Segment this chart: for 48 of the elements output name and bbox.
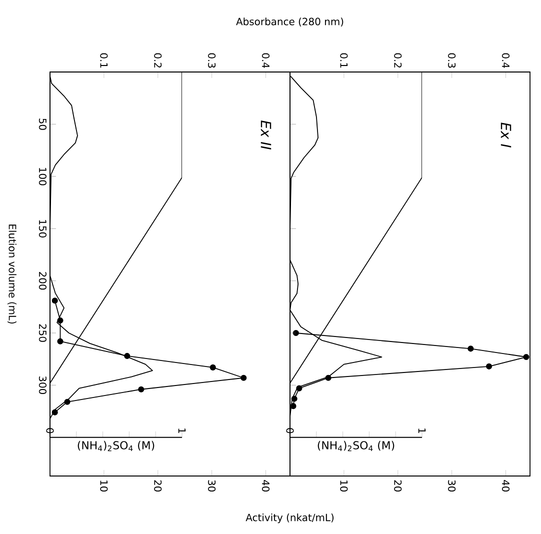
point bbox=[240, 374, 247, 381]
x-tick-label: 30 bbox=[208, 480, 216, 492]
point bbox=[291, 396, 298, 402]
x2-tick-label: 0.3 bbox=[208, 53, 216, 68]
y-tick-label: 200 bbox=[38, 272, 46, 290]
point bbox=[290, 403, 296, 410]
x-tick-label: 10 bbox=[100, 480, 108, 492]
y-tick-label: 50 bbox=[38, 118, 46, 130]
x-axis-title: (NH$_{4}$)$_{2}$SO$_{4}$ (M) bbox=[78, 440, 154, 452]
x2-tick-label: 0.2 bbox=[394, 53, 402, 68]
point bbox=[52, 298, 58, 304]
point bbox=[57, 317, 64, 324]
x-tick-label: 20 bbox=[154, 480, 162, 492]
x-tick-label: 30 bbox=[448, 480, 456, 492]
point bbox=[523, 354, 530, 360]
point bbox=[292, 330, 299, 336]
x-tick-label: 20 bbox=[394, 480, 402, 492]
x-tick-label: 40 bbox=[262, 480, 270, 492]
x-tick-label: 10 bbox=[340, 480, 348, 492]
x2-tick-label: 0.4 bbox=[262, 53, 270, 68]
x-tick-label: 1 bbox=[418, 428, 426, 433]
point bbox=[296, 385, 302, 392]
y-tick-label: 300 bbox=[38, 376, 46, 394]
x2-tick-label: 0.3 bbox=[448, 53, 456, 68]
x-axis-title: (NH$_{4}$)$_{2}$SO$_{4}$ (M) bbox=[318, 440, 394, 452]
y-tick-label: 100 bbox=[38, 168, 46, 186]
point bbox=[57, 338, 64, 344]
point bbox=[210, 364, 216, 370]
point bbox=[52, 409, 58, 416]
x2-axis-title: Absorbance (280 nm) bbox=[236, 18, 344, 26]
text: Ex II bbox=[260, 120, 272, 150]
point bbox=[124, 352, 130, 359]
y-tick-label: 250 bbox=[38, 324, 46, 342]
x-axis-title: Activity (nkat/mL) bbox=[246, 514, 334, 524]
point bbox=[486, 363, 492, 370]
x-tick-label: 40 bbox=[502, 480, 510, 492]
point bbox=[138, 386, 144, 392]
point bbox=[64, 398, 70, 405]
y-tick-label: 150 bbox=[38, 220, 46, 238]
x2-tick-label: 0.1 bbox=[100, 53, 108, 68]
x2-tick-label: 0.4 bbox=[502, 53, 510, 68]
x2-tick-label: 0.2 bbox=[154, 53, 162, 68]
y-axis-title: Elution volume (mL) bbox=[8, 224, 16, 324]
point bbox=[468, 346, 474, 352]
point bbox=[325, 374, 332, 381]
x2-tick-label: 0.1 bbox=[340, 53, 348, 68]
x-tick-label: 1 bbox=[178, 428, 186, 433]
text: Ex I bbox=[500, 122, 512, 148]
